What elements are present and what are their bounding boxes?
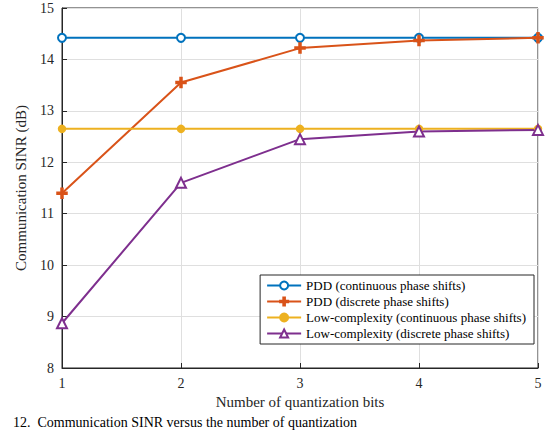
svg-text:12. Communication SINR versus: 12. Communication SINR versus the number… [13,415,357,430]
svg-text:Low-complexity (discrete phase: Low-complexity (discrete phase shifts) [306,326,509,341]
svg-text:8: 8 [47,361,54,376]
svg-text:9: 9 [47,309,54,324]
svg-text:Communication SINR (dB): Communication SINR (dB) [13,105,30,271]
svg-text:14: 14 [40,52,54,67]
svg-text:2: 2 [178,376,185,391]
svg-text:PDD (continuous phase shifts): PDD (continuous phase shifts) [306,278,465,293]
svg-text:5: 5 [535,376,542,391]
svg-text:12: 12 [40,155,54,170]
svg-text:1: 1 [59,376,66,391]
svg-text:Number of quantization bits: Number of quantization bits [216,394,385,410]
svg-text:PDD (discrete phase shifts): PDD (discrete phase shifts) [306,294,449,309]
svg-text:Low-complexity (continuous pha: Low-complexity (continuous phase shifts) [306,310,526,325]
svg-text:11: 11 [41,206,54,221]
svg-text:10: 10 [40,258,54,273]
svg-text:3: 3 [297,376,304,391]
svg-text:13: 13 [40,103,54,118]
svg-text:4: 4 [416,376,423,391]
svg-text:15: 15 [40,1,54,16]
